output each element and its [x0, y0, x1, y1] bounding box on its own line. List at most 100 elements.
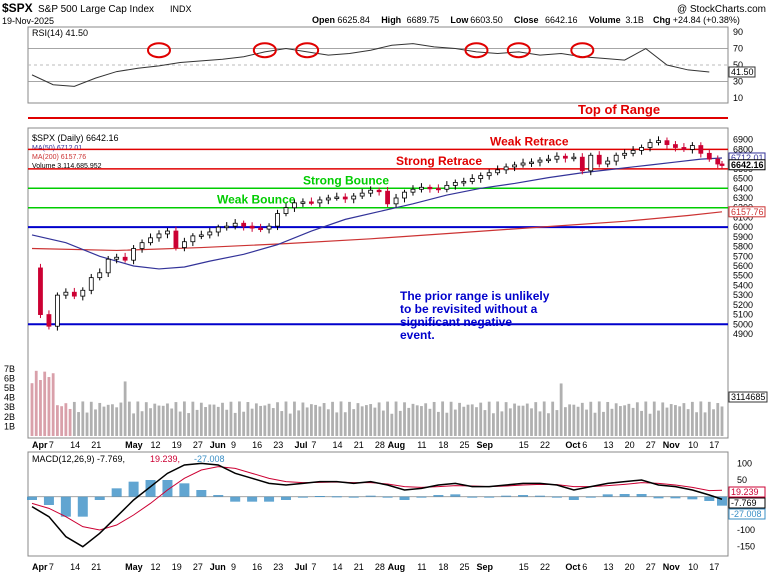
volume-bar [360, 406, 364, 436]
rsi-legend: RSI(14) 41.50 [32, 28, 88, 38]
macd-hist-bar [145, 480, 156, 497]
volume-bar [140, 411, 144, 436]
quote-label: Close [514, 15, 539, 25]
rsi-tick-label: 30 [733, 76, 743, 86]
candle-body [461, 181, 467, 184]
volume-bar [415, 405, 419, 436]
date-tick-label: Aug [388, 440, 406, 450]
volume-bar [123, 381, 127, 436]
price-tick-label: 5700 [733, 251, 753, 261]
date-tick-label-bottom: 7 [49, 562, 54, 572]
rsi-tick-label: 90 [733, 27, 743, 37]
macd-hist-bar [653, 496, 664, 499]
date-tick-label: 25 [460, 440, 470, 450]
macd-hist-bar [60, 496, 71, 517]
date-tick-label-bottom: 10 [688, 562, 698, 572]
volume-bar [568, 404, 572, 436]
candle-body [241, 222, 247, 227]
volume-bar [356, 403, 360, 436]
candle-body [46, 314, 52, 327]
price-value-label: 6157.76 [731, 207, 764, 217]
date-tick-label-bottom: 17 [709, 562, 719, 572]
quote-label: Chg [653, 15, 671, 25]
volume-bar [703, 412, 707, 436]
price-tick-label: 6300 [733, 193, 753, 203]
volume-bar [453, 409, 457, 436]
price-tick-label: 5200 [733, 300, 753, 310]
candle-body [139, 242, 145, 249]
quote-value: 6625.84 [337, 15, 370, 25]
volume-bar [212, 404, 216, 436]
volume-bar [178, 411, 182, 436]
macd-hist-bar [704, 496, 715, 501]
candle-body [562, 155, 568, 159]
volume-bar [407, 407, 411, 436]
rsi-highlight-circle [464, 42, 489, 59]
date-tick-label-bottom: 14 [70, 562, 80, 572]
date-tick-label-bottom: 28 [375, 562, 385, 572]
candle-body [342, 196, 348, 200]
macd-legend-hist: -27.008 [194, 454, 225, 464]
volume-bar [648, 413, 652, 436]
volume-bar [102, 406, 106, 436]
date-tick-label-bottom: 9 [231, 562, 236, 572]
macd-hist-bar [551, 496, 562, 498]
candle-body [122, 256, 128, 261]
date-tick-label-bottom: 14 [333, 562, 343, 572]
macd-hist-bar [27, 496, 37, 500]
date-tick-label: 13 [603, 440, 613, 450]
quote-label: Volume [589, 15, 621, 25]
volume-bar [576, 406, 580, 436]
volume-bar [161, 405, 165, 436]
macd-hist-bar [501, 495, 512, 497]
macd-hist-bar [365, 495, 376, 497]
price-tick-label: 6100 [733, 212, 753, 222]
date-tick-label: 14 [70, 440, 80, 450]
price-tick-label: 5100 [733, 310, 753, 320]
candle-body [114, 256, 120, 260]
volume-bar [331, 401, 334, 436]
volume-bar [462, 406, 466, 436]
volume-bar [68, 408, 72, 436]
date-axis: AprApr7714142121MayMay121219192727JunJun… [32, 440, 719, 572]
date-tick-label-bottom: 16 [252, 562, 262, 572]
macd-hist-bar [128, 481, 139, 497]
macd-hist-bar [416, 496, 427, 498]
candle-body [605, 160, 611, 165]
date-tick-label-bottom: Jun [210, 562, 226, 572]
date-tick-label-bottom: Jul [294, 562, 307, 572]
volume-bar [479, 402, 483, 436]
volume-bar [487, 401, 491, 436]
macd-hist-bar [162, 480, 173, 497]
macd-tick-label: 100 [737, 458, 752, 468]
volume-bar [64, 403, 68, 436]
volume-bar [276, 402, 279, 436]
volume-bar [445, 412, 449, 436]
candle-body [376, 189, 382, 193]
exchange: INDX [170, 4, 192, 14]
price-tick-label: 5800 [733, 242, 753, 252]
macd-value-label: -27.008 [731, 509, 762, 519]
volume-bar [373, 407, 377, 436]
date-tick-label: 11 [417, 440, 426, 450]
rsi-value-label: 41.50 [731, 67, 754, 77]
macd-line [31, 462, 723, 548]
macd-hist-bar [433, 495, 444, 497]
date-tick-label: 12 [151, 440, 161, 450]
date-tick-label: 17 [709, 440, 719, 450]
date-tick-label-bottom: Apr [32, 562, 48, 572]
date-tick-label-bottom: Sep [476, 562, 493, 572]
date-tick-label-bottom: Nov [663, 562, 680, 572]
volume-value-tag [728, 391, 768, 403]
volume-bar [674, 405, 677, 436]
macd-hist-bar [484, 496, 495, 498]
volume-bar [390, 413, 394, 436]
annotation-text: The prior range is unlikely [400, 289, 550, 303]
volume-bar [619, 406, 622, 436]
candle-body [97, 272, 103, 279]
volume-bar [635, 402, 639, 436]
volume-bar [94, 409, 97, 436]
price-tick-label: 6500 [733, 174, 753, 184]
candle-body [351, 195, 357, 200]
candle-body [385, 190, 390, 205]
